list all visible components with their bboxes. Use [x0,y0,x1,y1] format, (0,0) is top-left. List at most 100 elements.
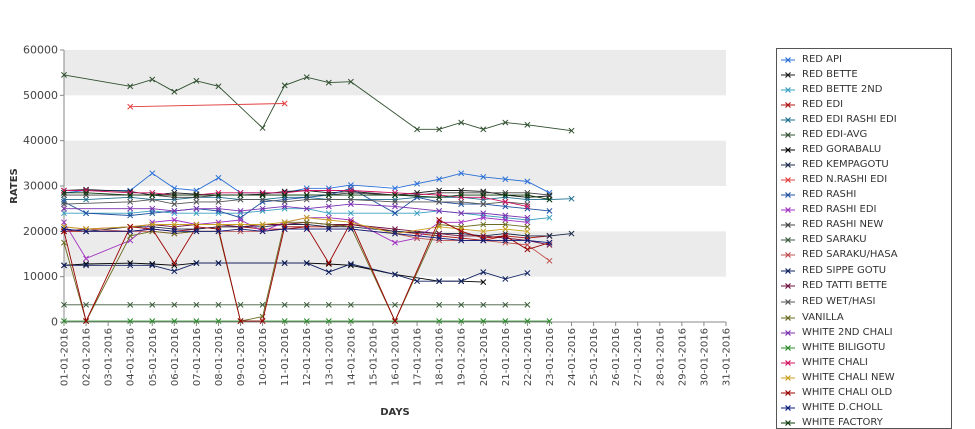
data-point [502,194,509,201]
data-point [458,198,465,205]
data-point [325,217,332,223]
data-point [414,194,421,201]
series-line [63,199,528,205]
data-point [347,201,354,208]
data-point [524,232,531,239]
data-point [61,210,67,217]
y-axis: 0 10000 20000 30000 40000 50000 60000 [23,44,65,329]
series-red-saraku [61,301,531,308]
legend-label: RED SARAKU [802,234,867,245]
data-point [480,301,487,308]
legend-label: VANILLA [802,312,844,323]
legend: RED API RED BETTE RED BETTE 2ND RED EDI RED … [776,48,952,429]
data-point [303,223,310,230]
data-point [436,207,443,214]
legend-marker-icon [781,176,795,183]
data-point [347,226,354,233]
data-point [149,196,156,203]
data-point [127,192,134,199]
data-point [347,262,354,269]
data-point [458,192,465,199]
x-tick-label: 27-01-2016 [633,328,644,386]
data-point [325,196,332,203]
data-point [436,278,443,285]
legend-label: RED GORABALU [802,144,882,155]
legend-marker-icon [781,236,795,243]
series-layer [61,71,575,325]
data-point [171,223,178,230]
data-point [237,221,244,228]
y-tick-label: 60000 [23,44,58,57]
x-tick-label: 16-01-2016 [391,328,402,386]
y-tick-label: 30000 [23,180,58,193]
data-point [325,187,332,194]
data-point [480,194,487,201]
data-point [502,203,509,210]
data-point [149,318,156,325]
data-point [458,228,465,235]
data-point [171,207,178,214]
legend-label: RED API [802,54,842,65]
data-point [171,318,178,325]
data-point [524,241,531,248]
legend-item: RED KEMPAGOTU [781,157,889,172]
data-point [414,210,421,217]
data-point [215,192,222,199]
series-red-sippe-gotu [61,260,531,285]
data-point [149,192,156,199]
legend-marker-icon [781,419,795,426]
data-point [480,237,487,244]
data-point [546,196,553,203]
data-point [458,278,465,285]
x-tick-label: 23-01-2016 [545,328,556,386]
y-tick-label: 50000 [23,89,58,102]
data-point [215,189,222,196]
data-point [347,189,354,196]
data-point [193,223,200,230]
data-point [546,214,553,221]
data-point [149,301,156,308]
legend-label: WHITE CHALI [802,357,868,368]
data-point [171,192,178,199]
x-tick-label: 10-01-2016 [258,328,269,386]
series-line [130,103,285,108]
data-point [480,228,487,235]
data-point [524,223,531,230]
data-point [237,210,244,217]
series-line [63,219,550,323]
data-point [193,205,200,212]
data-point [303,226,310,233]
data-point [127,205,134,212]
data-point [237,189,244,196]
data-point [392,203,398,210]
data-point [171,201,178,208]
data-point [281,192,288,199]
data-point [502,221,509,228]
data-point [281,100,288,107]
data-point [83,187,90,194]
data-point [458,189,465,196]
data-point [83,196,90,203]
x-tick-label: 15-01-2016 [368,328,379,386]
data-point [171,196,178,203]
data-point [436,223,443,230]
data-point [436,230,443,237]
series-white-factory [61,189,553,203]
data-point [502,217,509,223]
x-tick-label: 02-01-2016 [82,328,93,386]
data-point [127,232,134,239]
data-point [215,228,222,235]
data-point [502,119,509,126]
data-point [347,301,354,308]
x-tick-label: 28-01-2016 [655,328,666,386]
data-point [281,189,288,196]
data-point [325,301,332,308]
data-point [171,301,178,308]
data-point [480,221,487,228]
legend-marker-icon [781,191,795,198]
data-point [436,217,443,223]
data-point [127,223,134,230]
y-axis-label: RATES [9,168,20,204]
y-tick-label: 40000 [23,134,58,147]
data-point [325,226,332,233]
